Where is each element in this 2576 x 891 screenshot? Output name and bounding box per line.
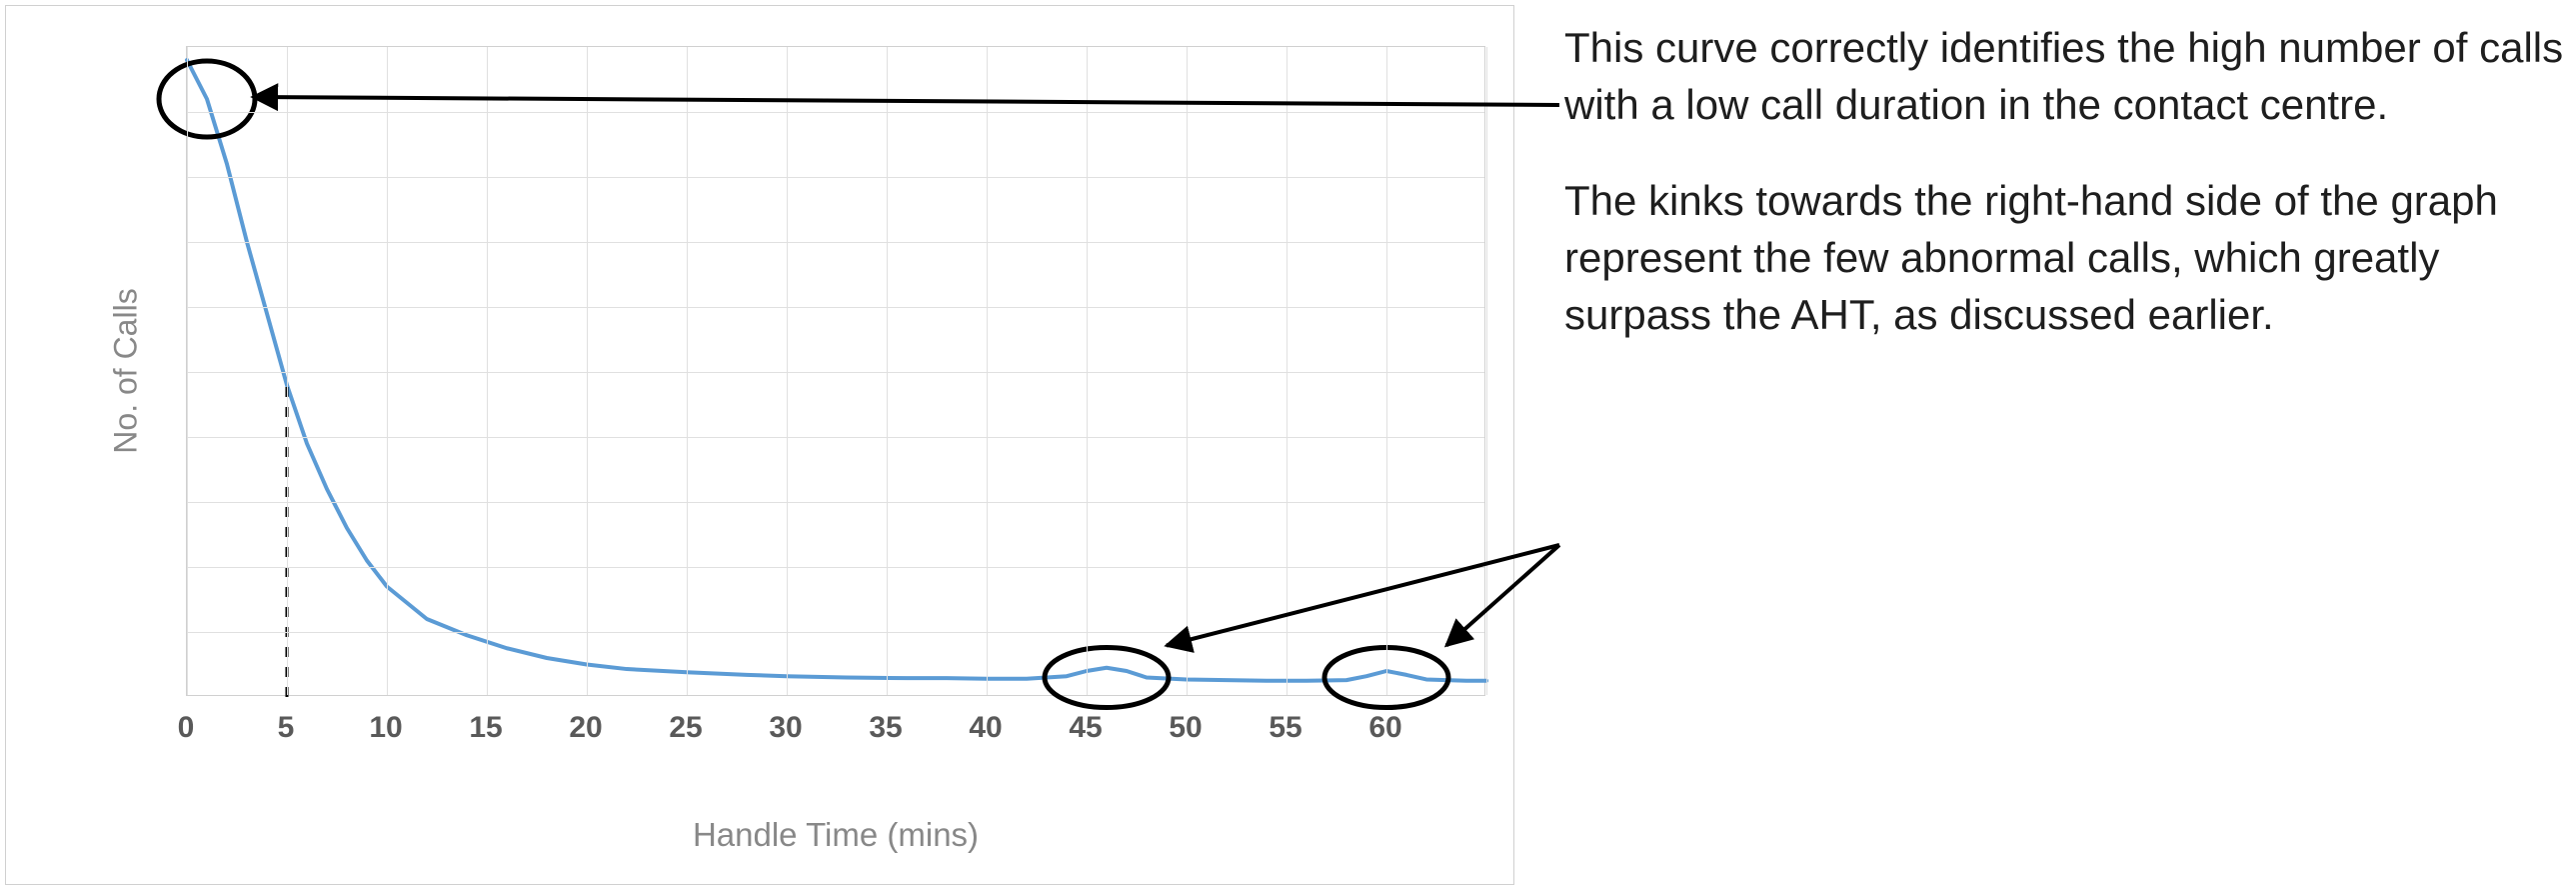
gridline-vertical [1486,47,1487,695]
plot-area [186,46,1485,696]
gridline-vertical [487,47,488,695]
x-tick-label: 50 [1169,711,1202,745]
y-axis-label: No. of Calls [108,288,145,453]
x-tick-label: 20 [569,711,602,745]
gridline-horizontal [187,112,1484,113]
gridline-vertical [987,47,988,695]
x-tick-label: 5 [278,711,295,745]
chart-container: No. of Calls Handle Time (mins) 0 5 10 15 20… [5,5,1514,885]
x-tick-label: 40 [969,711,1002,745]
gridline-horizontal [187,307,1484,308]
gridline-horizontal [187,567,1484,568]
x-tick-label: 55 [1269,711,1301,745]
x-tick-label: 15 [469,711,502,745]
series-line [187,60,1486,681]
gridline-vertical [387,47,388,695]
gridline-horizontal [187,502,1484,503]
gridline-horizontal [187,242,1484,243]
page: No. of Calls Handle Time (mins) 0 5 10 15 20… [0,0,2576,891]
gridline-vertical [1187,47,1188,695]
x-tick-label: 35 [869,711,902,745]
gridline-vertical [587,47,588,695]
gridline-vertical [787,47,788,695]
x-axis-label: Handle Time (mins) [693,816,979,854]
x-tick-label: 10 [369,711,402,745]
gridline-horizontal [187,177,1484,178]
gridline-vertical [287,47,288,695]
x-tick-label: 60 [1368,711,1401,745]
gridline-horizontal [187,372,1484,373]
x-tick-label: 25 [669,711,702,745]
gridline-horizontal [187,437,1484,438]
annotation-panel: This curve correctly identifies the high… [1564,0,2564,383]
x-tick-label: 0 [178,711,195,745]
gridline-horizontal [187,632,1484,633]
annotation-top: This curve correctly identifies the high… [1564,20,2564,133]
annotation-bottom: The kinks towards the right-hand side of… [1564,173,2564,343]
x-tick-label: 30 [769,711,802,745]
gridline-vertical [1087,47,1088,695]
gridline-vertical [1287,47,1288,695]
x-tick-label: 45 [1069,711,1102,745]
gridline-vertical [887,47,888,695]
gridline-vertical [687,47,688,695]
gridline-vertical [1386,47,1387,695]
gridline-vertical [187,47,188,695]
